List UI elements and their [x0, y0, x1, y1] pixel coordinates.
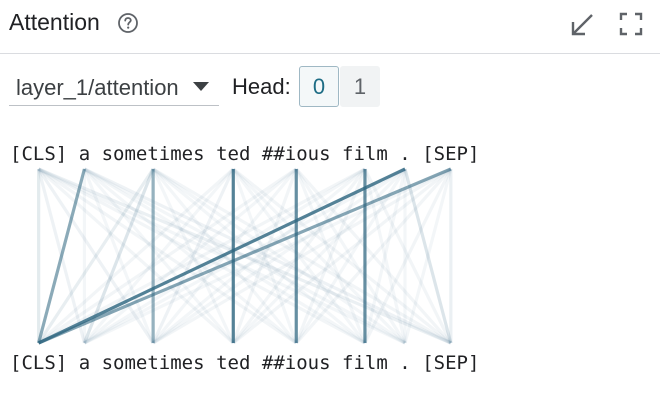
top-token-7[interactable]: [SEP] [422, 143, 479, 165]
head-button-0[interactable]: 0 [299, 66, 339, 107]
attention-edge-2-3 [151, 168, 235, 344]
bottom-token-row: [CLS] a sometimes ted ##ious film. [SEP] [10, 352, 479, 374]
attention-edge-1-3 [83, 167, 235, 345]
bottom-token-3[interactable]: ted [216, 352, 250, 374]
attention-edge-0-3 [37, 167, 235, 345]
bottom-token-1[interactable]: a [79, 352, 90, 374]
bottom-token-6[interactable]: . [399, 352, 410, 374]
attention-edge-2-6 [152, 167, 406, 345]
bottom-token-2[interactable]: sometimes [102, 352, 205, 374]
attention-edge-5-4 [294, 168, 367, 344]
attention-edge-2-5 [152, 167, 366, 345]
attention-edge-6-4 [294, 168, 407, 344]
attention-edge-7-4 [295, 167, 453, 345]
attention-edge-4-0 [37, 167, 298, 345]
attention-edge-5-0 [37, 167, 366, 345]
attention-edge-1-7 [83, 167, 452, 345]
attention-edge-6-2 [152, 167, 406, 345]
attention-visualization: [CLS] a sometimes ted ##ious film. [SEP] [CLS]… [10, 143, 479, 374]
head-button-1[interactable]: 1 [340, 66, 380, 107]
top-token-2[interactable]: sometimes [102, 143, 205, 165]
bottom-token-4[interactable]: ##ious [262, 352, 331, 374]
attention-edge-1-2 [82, 168, 155, 344]
help-icon[interactable] [117, 12, 139, 34]
attention-edge-3-0 [37, 167, 235, 345]
panel-title: Attention [9, 9, 100, 35]
attention-edge-7-0 [38, 167, 452, 345]
attention-edge-6-3 [232, 167, 407, 345]
layer-select-value: layer_1/attention [16, 75, 179, 100]
attention-edge-3-7 [232, 167, 452, 345]
attention-edge-1-4 [83, 167, 298, 345]
top-token-row: [CLS] a sometimes ted ##ious film. [SEP] [10, 143, 479, 165]
collapse-icon[interactable] [568, 11, 596, 39]
bottom-token-5[interactable]: film [342, 352, 388, 374]
attention-edge-6-5 [363, 168, 407, 344]
fullscreen-icon[interactable] [618, 11, 644, 37]
attention-edge-0-4 [37, 167, 298, 345]
attention-edges [37, 167, 453, 345]
attention-edge-3-2 [151, 168, 235, 344]
attention-edge-4-1 [83, 167, 298, 345]
attention-edge-4-7 [295, 167, 453, 345]
top-token-1[interactable]: a [79, 143, 90, 165]
attention-edge-3-5 [231, 168, 367, 344]
bottom-token-7[interactable]: [SEP] [422, 352, 479, 374]
attention-edge-4-5 [294, 168, 367, 344]
head-label: Head: [232, 74, 291, 99]
bottom-token-0[interactable]: [CLS] [10, 352, 67, 374]
top-token-0[interactable]: [CLS] [10, 143, 67, 165]
attention-edge-3-6 [232, 167, 407, 345]
attention-edge-5-2 [152, 167, 366, 345]
top-token-4[interactable]: ##ious [262, 143, 331, 165]
attention-edge-0-5 [37, 167, 366, 345]
attention-edge-0-2 [37, 168, 155, 344]
dropdown-arrow-icon [193, 82, 209, 91]
attention-edge-4-6 [294, 168, 407, 344]
attention-edge-6-0 [37, 167, 406, 345]
attention-edge-7-1 [83, 167, 452, 345]
attention-edge-7-3 [232, 167, 452, 345]
layer-select[interactable]: layer_1/attention [9, 68, 219, 106]
top-token-6[interactable]: . [399, 143, 410, 165]
attention-edge-2-7 [152, 167, 452, 345]
attention-edge-7-5 [363, 168, 453, 344]
attention-edge-2-1 [82, 168, 155, 344]
attention-edge-1-0 [37, 168, 86, 344]
attention-edge-2-0 [37, 168, 155, 344]
attention-edge-7-2 [152, 167, 452, 345]
attention-edge-3-4 [231, 168, 298, 344]
attention-edge-7-6 [403, 168, 453, 344]
panel-header: Attention [0, 0, 660, 54]
attention-edge-6-7 [403, 168, 453, 344]
top-token-5[interactable]: film [342, 143, 388, 165]
attention-edge-5-6 [363, 168, 407, 344]
attention-edge-4-3 [231, 168, 298, 344]
top-token-3[interactable]: ted [216, 143, 250, 165]
